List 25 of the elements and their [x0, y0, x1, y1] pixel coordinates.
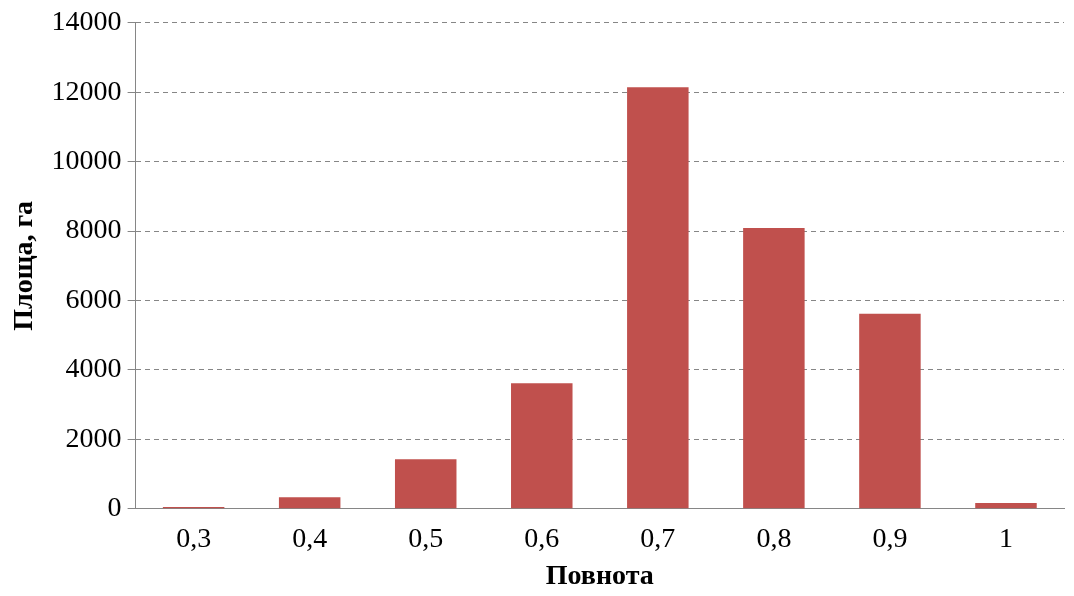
x-tick-label: 0,4 — [292, 521, 328, 553]
x-tick-label: 0,3 — [176, 521, 212, 553]
y-tick-label: 14000 — [51, 5, 122, 37]
y-tick-label: 6000 — [65, 282, 122, 314]
x-tick-label: 1 — [998, 521, 1013, 553]
bar — [627, 87, 689, 509]
bar — [278, 497, 341, 509]
x-axis-title: Повнота — [545, 559, 654, 591]
y-tick-label: 0 — [107, 491, 122, 523]
y-tick-label: 4000 — [65, 352, 122, 384]
x-tick-label: 0,9 — [872, 521, 908, 553]
bar — [859, 313, 921, 509]
bar — [975, 502, 1037, 509]
x-tick-label: 0,7 — [640, 521, 676, 553]
y-tick-label: 2000 — [65, 421, 122, 453]
x-tick-label: 0,8 — [756, 521, 792, 553]
y-axis-title: Площа, га — [7, 200, 39, 331]
y-tick-label: 8000 — [65, 213, 122, 245]
bar — [511, 383, 573, 509]
y-tick-label: 12000 — [51, 74, 122, 106]
x-tick-label: 0,5 — [408, 521, 444, 553]
bar — [394, 459, 457, 509]
x-tick-label: 0,6 — [524, 521, 560, 553]
y-tick-label: 10000 — [51, 144, 122, 176]
bar — [743, 227, 805, 509]
